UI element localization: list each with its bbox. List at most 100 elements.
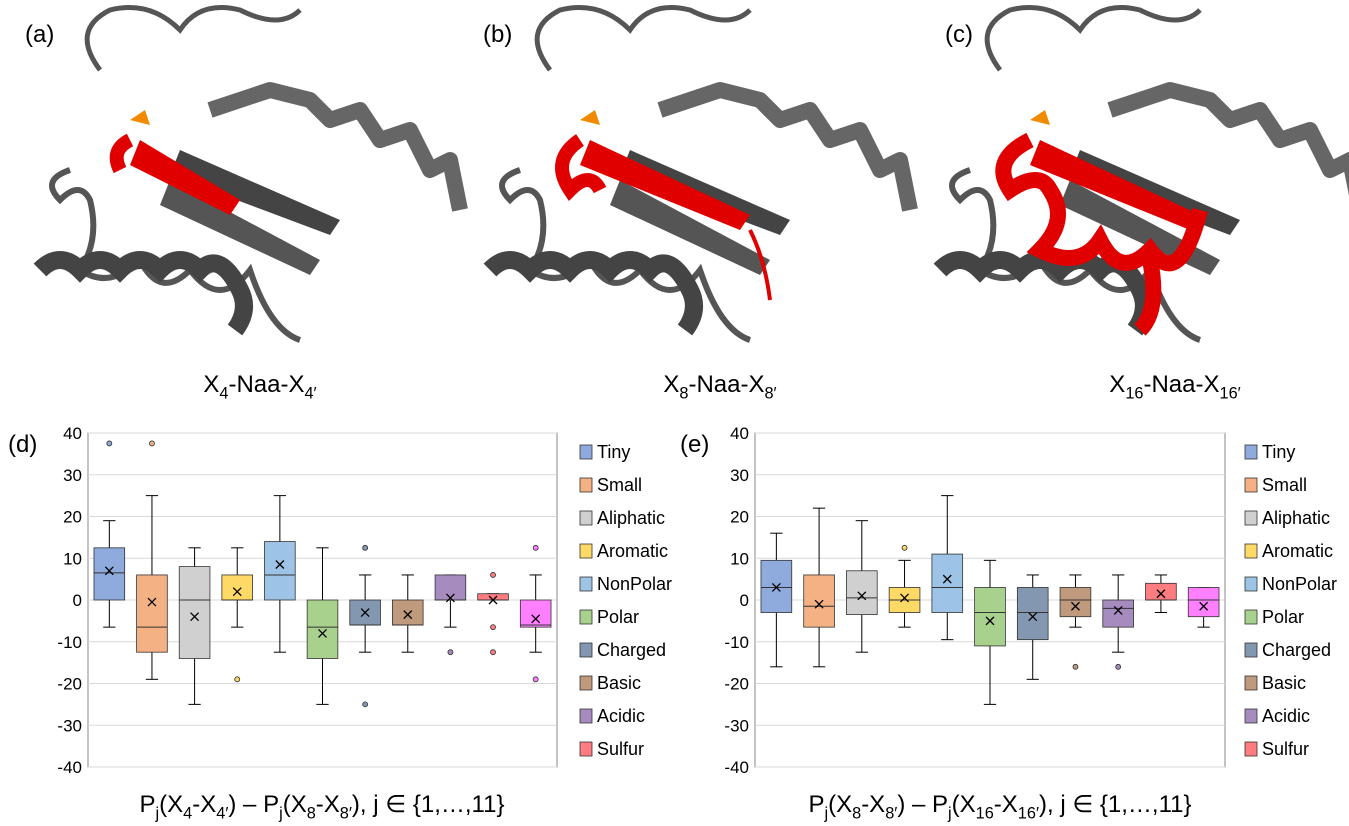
legend-swatch: [1245, 643, 1257, 657]
text-run: X: [663, 371, 679, 398]
legend-label: Acidic: [597, 706, 645, 726]
legend-label: Polar: [1262, 607, 1304, 627]
box: [478, 594, 509, 600]
box: [1103, 600, 1134, 627]
legend-swatch: [1245, 742, 1257, 756]
text-run: ), j ∈ {1,…,11}: [352, 791, 505, 818]
y-tick-label: -40: [57, 758, 82, 777]
outlier: [1073, 664, 1078, 669]
y-tick-label: 40: [63, 424, 82, 443]
panel-caption: X4-Naa-X4′: [203, 371, 316, 403]
subscript: 16′: [1220, 385, 1241, 403]
y-tick-label: 40: [730, 424, 749, 443]
legend-swatch: [580, 544, 592, 558]
box: [804, 575, 835, 627]
legend-label: NonPolar: [1262, 574, 1337, 594]
subscript: 8′: [885, 805, 897, 823]
y-tick-label: -30: [57, 716, 82, 735]
text-run: (X: [952, 791, 976, 818]
panel-caption: X16-Naa-X16′: [1109, 371, 1240, 403]
y-tick-label: 0: [740, 591, 749, 610]
legend-swatch: [1245, 676, 1257, 690]
box: [265, 542, 296, 600]
outlier: [902, 545, 907, 550]
text-run: -X: [316, 791, 340, 818]
subscript: 16: [976, 805, 994, 823]
y-tick-label: -30: [724, 716, 749, 735]
legend-swatch: [1245, 577, 1257, 591]
subscript: 4′: [304, 385, 316, 403]
legend-label: Small: [1262, 475, 1307, 495]
text-run: ) – P: [897, 791, 948, 818]
text-run: -Naa-X: [1143, 371, 1219, 398]
legend-swatch: [1245, 445, 1257, 459]
legend-label: Charged: [597, 640, 666, 660]
box: [94, 548, 125, 600]
subscript: 16: [1125, 385, 1143, 403]
text-run: (X: [283, 791, 307, 818]
legend-swatch: [580, 742, 592, 756]
legend-label: NonPolar: [597, 574, 672, 594]
text-run: -Naa-X: [688, 371, 764, 398]
text-run: -Naa-X: [228, 371, 304, 398]
box: [222, 575, 253, 600]
box: [846, 571, 877, 615]
text-run: P: [808, 791, 824, 818]
y-tick-label: -20: [724, 675, 749, 694]
box: [392, 600, 423, 625]
text-run: (X: [828, 791, 852, 818]
panel-label: (d): [8, 431, 37, 458]
text-run: P: [140, 791, 156, 818]
legend-label: Basic: [597, 673, 641, 693]
figure: (a)X4-Naa-X4′(b)X8-Naa-X8′(c)X16-Naa-X16…: [0, 0, 1349, 826]
legend-label: Aromatic: [1262, 541, 1333, 561]
legend-label: Basic: [1262, 673, 1306, 693]
y-tick-label: -10: [57, 633, 82, 652]
subscript: 8: [852, 805, 861, 823]
text-run: ), j ∈ {1,…,11}: [1039, 791, 1192, 818]
y-tick-label: 30: [730, 466, 749, 485]
outlier: [363, 702, 368, 707]
outlier: [107, 441, 112, 446]
subscript: 8′: [764, 385, 776, 403]
text-run: X: [1109, 371, 1125, 398]
box: [137, 575, 168, 652]
y-tick-label: 20: [730, 508, 749, 527]
legend-label: Polar: [597, 607, 639, 627]
text-run: (X: [159, 791, 183, 818]
box: [1188, 587, 1219, 616]
outlier: [491, 650, 496, 655]
x-axis-label: Pj(X4-X4′) – Pj(X8-X8′), j ∈ {1,…,11}: [140, 791, 505, 823]
legend-swatch: [580, 445, 592, 459]
legend-swatch: [580, 511, 592, 525]
y-tick-label: 0: [73, 591, 82, 610]
legend-swatch: [580, 676, 592, 690]
legend-swatch: [1245, 544, 1257, 558]
text-run: -X: [861, 791, 885, 818]
box: [435, 575, 466, 600]
box: [932, 554, 963, 612]
box: [307, 600, 338, 658]
legend-swatch: [1245, 478, 1257, 492]
legend-label: Sulfur: [597, 739, 644, 759]
legend-swatch: [580, 643, 592, 657]
outlier: [1116, 664, 1121, 669]
text-run: -X: [994, 791, 1018, 818]
outlier: [235, 677, 240, 682]
outlier: [491, 625, 496, 630]
legend-label: Aliphatic: [597, 508, 665, 528]
subscript: 4: [219, 385, 228, 403]
legend-label: Small: [597, 475, 642, 495]
outlier: [448, 650, 453, 655]
y-tick-label: 10: [63, 549, 82, 568]
outlier: [149, 441, 154, 446]
box: [1146, 583, 1177, 600]
subscript: 8: [307, 805, 316, 823]
legend-swatch: [580, 478, 592, 492]
text-run: X: [203, 371, 219, 398]
panel-label: (a): [25, 21, 54, 48]
x-axis-label: Pj(X8-X8′) – Pj(X16-X16′), j ∈ {1,…,11}: [808, 791, 1191, 823]
subscript: 4: [183, 805, 192, 823]
legend-swatch: [580, 610, 592, 624]
y-tick-label: 30: [63, 466, 82, 485]
